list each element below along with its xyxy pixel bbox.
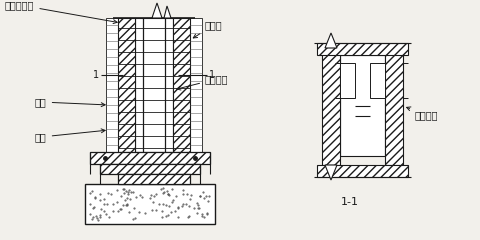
Bar <box>100 164 200 174</box>
Polygon shape <box>164 6 171 18</box>
Polygon shape <box>324 33 336 48</box>
Bar <box>173 18 190 152</box>
Bar <box>321 48 339 165</box>
Bar <box>339 63 354 98</box>
Bar <box>384 48 402 165</box>
Bar <box>85 184 215 224</box>
Bar <box>190 18 202 152</box>
Bar <box>90 152 210 164</box>
Text: 1: 1 <box>209 70 215 80</box>
Text: 混凝土壁柱: 混凝土壁柱 <box>5 0 117 24</box>
Text: 拉结筋: 拉结筋 <box>193 20 222 38</box>
Bar <box>339 55 384 156</box>
Text: 1-1: 1-1 <box>340 197 358 207</box>
Text: 纵向钢筋: 纵向钢筋 <box>176 74 228 90</box>
Bar <box>316 165 407 177</box>
Text: 箍筋: 箍筋 <box>35 129 105 142</box>
Bar <box>118 18 135 152</box>
Text: 拉结腹杆: 拉结腹杆 <box>406 107 438 120</box>
Bar <box>118 174 190 184</box>
Polygon shape <box>324 165 336 180</box>
Text: 砖墙: 砖墙 <box>35 97 105 107</box>
Polygon shape <box>152 3 162 18</box>
Bar <box>369 63 384 98</box>
Text: 1: 1 <box>93 70 99 80</box>
Bar <box>316 43 407 55</box>
Bar <box>135 18 173 152</box>
Bar <box>106 18 118 152</box>
